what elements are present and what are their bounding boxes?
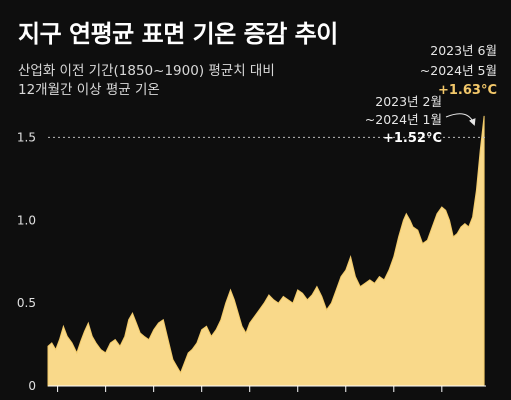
y-tick-label: 1.5 — [17, 130, 36, 144]
annotation-1-52-period-line1: 2023년 2월 — [375, 94, 442, 109]
y-tick-label: 0 — [28, 379, 36, 393]
y-tick-label: 1.0 — [17, 213, 36, 227]
annotation-1-63: 2023년 6월 ~2024년 5월 +1.63°C — [420, 43, 497, 98]
y-axis-ticks: 0 0.5 1.0 1.5 — [17, 130, 36, 393]
chart-subtitle: 산업화 이전 기간(1850~1900) 평균치 대비 12개월간 이상 평균 … — [18, 62, 275, 100]
annotation-1-52: 2023년 2월 ~2024년 1월 +1.52°C — [365, 94, 476, 146]
y-tick-label: 0.5 — [17, 296, 36, 310]
annotation-1-63-value: +1.63°C — [438, 83, 497, 98]
subtitle-line-1: 산업화 이전 기간(1850~1900) 평균치 대비 — [18, 63, 275, 79]
x-axis-ticks — [57, 386, 443, 392]
temperature-area — [47, 115, 485, 387]
annotation-1-63-period-line2: ~2024년 5월 — [420, 63, 497, 78]
annotation-1-52-period-line2: ~2024년 1월 — [365, 112, 442, 127]
annotation-1-63-period-line1: 2023년 6월 — [430, 43, 497, 58]
chart-title: 지구 연평균 표면 기온 증감 추이 — [18, 20, 338, 48]
annotation-1-52-value: +1.52°C — [383, 131, 442, 146]
annotation-1-52-arrow — [445, 113, 476, 126]
subtitle-line-2: 12개월간 이상 평균 기온 — [18, 82, 160, 98]
